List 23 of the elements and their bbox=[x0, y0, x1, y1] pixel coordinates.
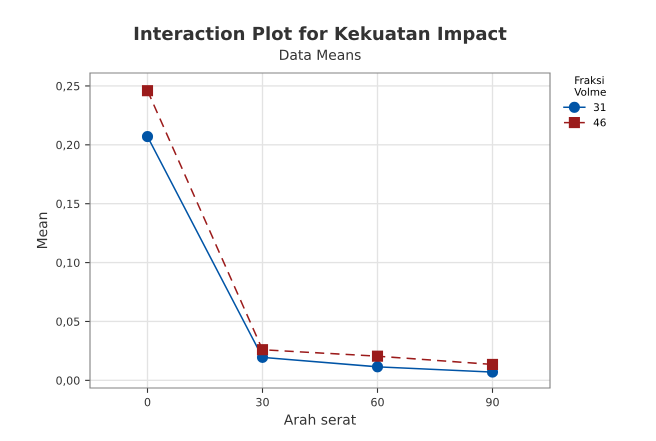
y-tick-label: 0,20 bbox=[56, 140, 80, 150]
x-axis-title: Arah serat bbox=[284, 414, 356, 425]
y-axis-title: Mean bbox=[36, 212, 48, 248]
y-tick-label: 0,05 bbox=[56, 317, 80, 327]
point bbox=[486, 358, 498, 370]
chart-title: Interaction Plot for Kekuatan Impact bbox=[134, 26, 506, 44]
y-tick-label: 0,10 bbox=[56, 258, 80, 268]
x-tick-label: 60 bbox=[371, 398, 384, 406]
x-tick-label: 0 bbox=[144, 398, 150, 406]
legend-title: Fraksi Volme bbox=[574, 76, 606, 96]
legend-label: 31 bbox=[594, 103, 606, 112]
chart-subtitle: Data Means bbox=[280, 50, 361, 60]
y-tick-label: 0,25 bbox=[56, 82, 80, 92]
point bbox=[142, 85, 154, 96]
x-tick-label: 90 bbox=[486, 398, 499, 406]
y-tick-label: 0,15 bbox=[56, 200, 80, 210]
point bbox=[372, 350, 384, 362]
point bbox=[372, 361, 384, 372]
point bbox=[256, 344, 268, 356]
y-tick-label: 0,00 bbox=[56, 376, 80, 386]
x-tick-label: 30 bbox=[256, 398, 269, 406]
point bbox=[142, 131, 154, 142]
legend-label: 46 bbox=[594, 118, 606, 126]
